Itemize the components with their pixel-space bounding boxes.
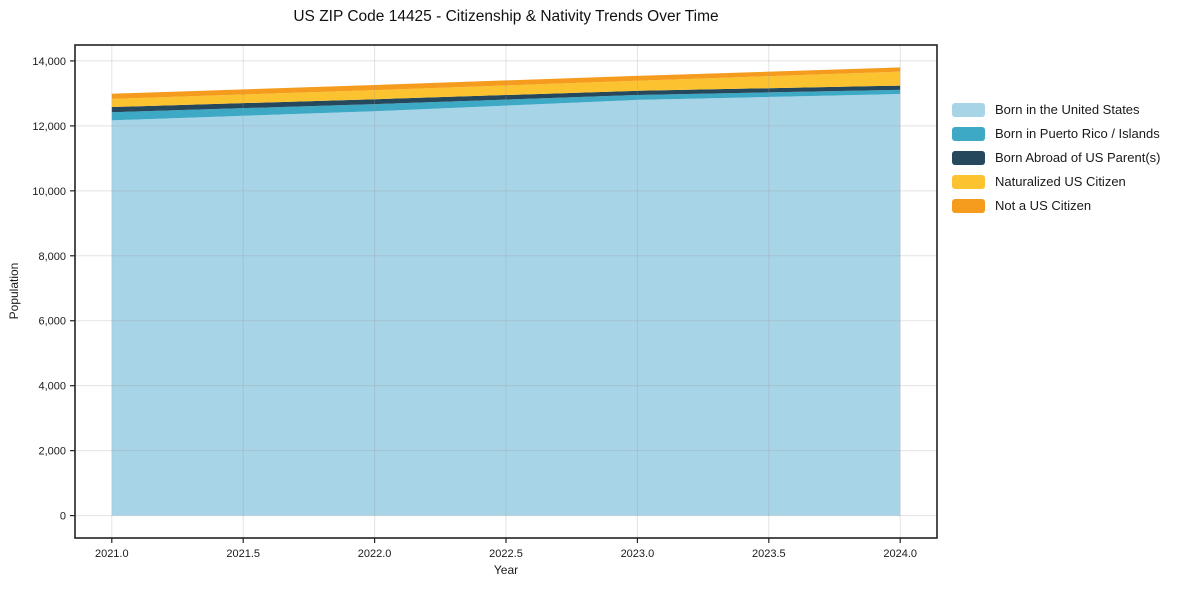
y-tick-label: 6,000 [38,316,66,328]
x-tick-label: 2021.0 [95,548,129,560]
legend-item-born-abroad-us-parents: Born Abroad of US Parent(s) [952,150,1160,165]
legend-swatch-born-abroad-us-parents [952,150,985,165]
y-tick-label: 8,000 [38,251,66,263]
x-tick-label: 2023.5 [752,548,786,560]
x-axis-label: Year [493,563,519,577]
y-axis-label: Population [7,262,21,320]
area-born-in-united-states [111,94,901,516]
legend-swatch-naturalized-us-citizen [952,174,985,189]
x-tick-label: 2024.0 [883,548,917,560]
y-tick-label: 10,000 [32,186,66,198]
legend-label: Born Abroad of US Parent(s) [995,150,1161,165]
area-not-a-us-citizen [111,67,901,99]
legend: Born in the United States Born in Puerto… [952,102,1160,213]
x-tick-label: 2021.5 [226,548,260,560]
legend-item-not-a-us-citizen: Not a US Citizen [952,198,1160,213]
legend-swatch-born-puerto-rico-islands [952,126,985,141]
area-naturalized-us-citizen [111,71,901,108]
y-tick-label: 12,000 [32,121,66,133]
legend-item-naturalized-us-citizen: Naturalized US Citizen [952,174,1160,189]
area-born-puerto-rico-islands [111,89,901,121]
legend-label: Born in the United States [995,102,1140,117]
legend-item-born-in-united-states: Born in the United States [952,102,1160,117]
x-tick-label: 2023.0 [621,548,655,560]
chart-title: US ZIP Code 14425 - Citizenship & Nativi… [293,8,719,25]
x-tick-label: 2022.5 [489,548,523,560]
legend-label: Not a US Citizen [995,198,1092,213]
y-tick-label: 0 [60,511,66,523]
x-tick-label: 2022.0 [358,548,392,560]
legend-label: Born in Puerto Rico / Islands [995,126,1160,141]
area-born-abroad-us-parents [111,85,901,113]
y-tick-label: 14,000 [32,56,66,68]
legend-swatch-not-a-us-citizen [952,198,985,213]
y-tick-label: 4,000 [38,381,66,393]
y-tick-label: 2,000 [38,446,66,458]
legend-swatch-born-in-united-states [952,102,985,117]
legend-item-born-puerto-rico-islands: Born in Puerto Rico / Islands [952,126,1160,141]
legend-label: Naturalized US Citizen [995,174,1126,189]
